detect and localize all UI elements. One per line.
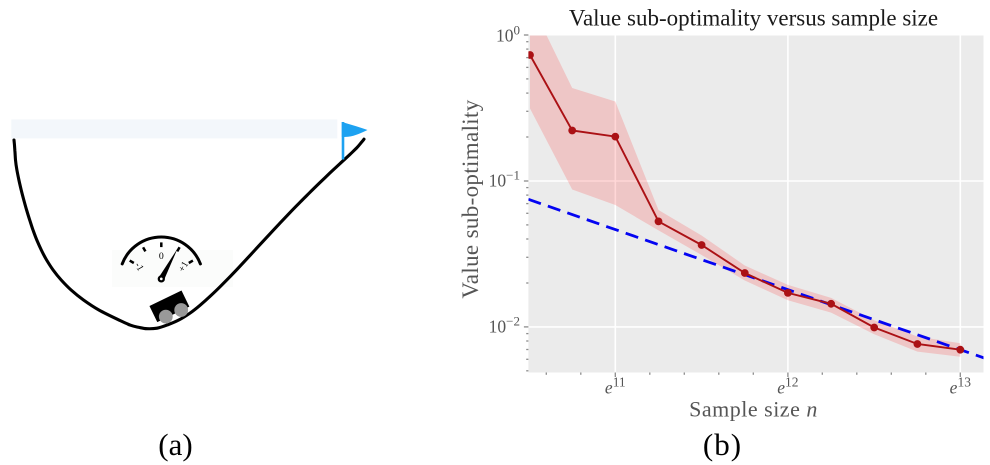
svg-text:e12: e12 [777,375,798,398]
svg-text:Value sub-optimality: Value sub-optimality [458,99,483,298]
svg-text:0: 0 [159,251,164,262]
svg-text:Value sub-optimality versus sa: Value sub-optimality versus sample size [569,5,938,30]
svg-text:(b): (b) [703,427,742,462]
svg-text:+1: +1 [176,260,191,275]
svg-text:e11: e11 [605,375,626,398]
svg-text:e13: e13 [950,375,972,398]
svg-text:(a): (a) [158,427,192,462]
svg-text:Sample size n: Sample size n [689,397,818,422]
